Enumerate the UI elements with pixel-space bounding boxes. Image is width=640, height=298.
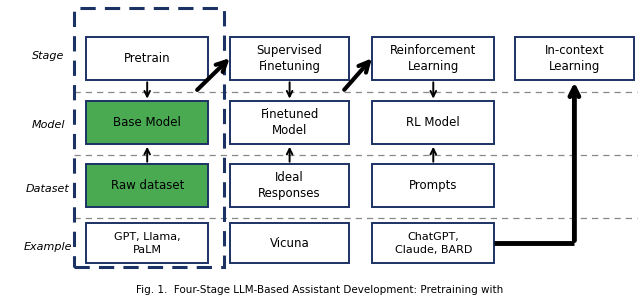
Bar (230, 164, 349, 207)
Text: ChatGPT,
Claude, BARD: ChatGPT, Claude, BARD (395, 232, 472, 254)
Bar (74, 8, 224, 267)
Text: Finetuned
Model: Finetuned Model (260, 108, 319, 137)
Bar (86, 37, 208, 80)
Text: Supervised
Finetuning: Supervised Finetuning (257, 44, 323, 73)
Text: Stage: Stage (32, 51, 64, 61)
Text: Base Model: Base Model (113, 116, 181, 129)
Text: Fig. 1.  Four-Stage LLM-Based Assistant Development: Pretraining with: Fig. 1. Four-Stage LLM-Based Assistant D… (136, 285, 504, 295)
Text: Ideal
Responses: Ideal Responses (259, 171, 321, 200)
Text: Vicuna: Vicuna (269, 237, 310, 250)
Bar (230, 101, 349, 144)
Bar (230, 37, 349, 80)
Bar (86, 224, 208, 263)
Bar (372, 164, 494, 207)
Bar (86, 164, 208, 207)
Text: In-context
Learning: In-context Learning (545, 44, 604, 73)
Bar (230, 224, 349, 263)
Bar (515, 37, 634, 80)
Text: Reinforcement
Learning: Reinforcement Learning (390, 44, 476, 73)
Bar (86, 101, 208, 144)
Text: Prompts: Prompts (409, 179, 458, 192)
Text: RL Model: RL Model (406, 116, 460, 129)
Text: Example: Example (24, 242, 72, 252)
Bar (372, 37, 494, 80)
Text: Pretrain: Pretrain (124, 52, 170, 65)
Bar (372, 224, 494, 263)
Text: Model: Model (31, 120, 65, 130)
Text: Dataset: Dataset (26, 184, 70, 194)
Bar (372, 101, 494, 144)
Text: Raw dataset: Raw dataset (111, 179, 184, 192)
Text: GPT, Llama,
PaLM: GPT, Llama, PaLM (114, 232, 180, 254)
